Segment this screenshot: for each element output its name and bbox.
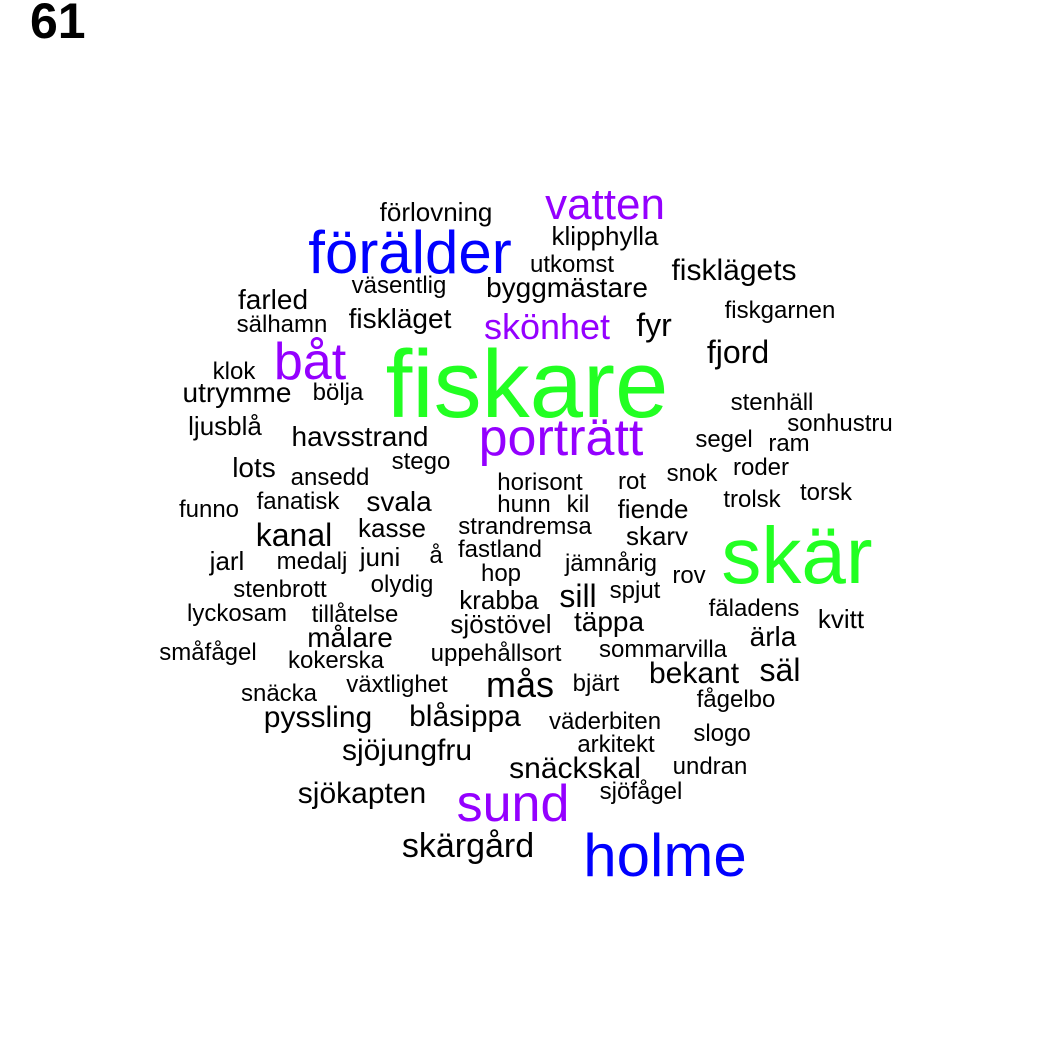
cloud-word: fiskare [385, 331, 669, 438]
cloud-word: fiende [617, 494, 689, 524]
cloud-word: sjöstövel [450, 609, 552, 639]
cloud-word: vatten [545, 180, 665, 229]
cloud-word: funno [178, 496, 240, 523]
cloud-word: kil [566, 491, 590, 518]
cloud-word: olydig [370, 571, 434, 598]
cloud-word: stego [391, 448, 451, 475]
cloud-word: kanal [255, 517, 333, 553]
cloud-word: kasse [358, 513, 426, 543]
cloud-word: roder [732, 454, 790, 481]
cloud-word: utrymme [182, 377, 292, 408]
cloud-word: klok [212, 358, 256, 385]
cloud-word: å [429, 542, 443, 569]
cloud-word: porträtt [478, 409, 644, 467]
cloud-word: klipphylla [551, 221, 659, 251]
cloud-word: medalj [276, 548, 348, 575]
cloud-word: sälhamn [236, 311, 328, 338]
cloud-word: förlovning [379, 197, 493, 227]
cloud-word: arkitekt [577, 731, 655, 758]
cloud-word: fågelbo [696, 686, 776, 713]
cloud-word: fjord [706, 334, 770, 370]
cloud-word: krabba [459, 585, 539, 615]
cloud-word: juni [359, 542, 401, 572]
cloud-word: täppa [573, 606, 645, 637]
cloud-word: väsentlig [351, 272, 447, 299]
cloud-word: rov [672, 562, 706, 589]
cloud-word: stenhäll [730, 389, 814, 416]
cloud-word: fisklägets [671, 254, 797, 287]
cloud-word: skärgård [401, 827, 535, 865]
cloud-word: tillåtelse [311, 601, 399, 628]
cloud-word: sjöjungfru [341, 734, 473, 767]
cloud-word: lyckosam [186, 600, 288, 627]
cloud-word: holme [583, 822, 747, 889]
cloud-word: rot [617, 468, 647, 495]
cloud-word: sonhustru [787, 410, 893, 437]
cloud-word: ärla [749, 621, 797, 652]
cloud-word: målare [307, 622, 393, 653]
cloud-word: skarv [625, 521, 689, 551]
cloud-word: säl [759, 652, 801, 688]
cloud-word: fiskgarnen [724, 297, 836, 324]
cloud-word: pyssling [263, 701, 373, 734]
cloud-word: småfågel [159, 639, 257, 666]
figure-label: 61 [30, 0, 86, 49]
cloud-word: fanatisk [256, 488, 340, 515]
cloud-word: havsstrand [291, 421, 429, 452]
cloud-word: skär [721, 511, 873, 600]
cloud-word: fäladens [708, 595, 800, 622]
cloud-word: snäcka [240, 680, 318, 707]
cloud-word: bölja [312, 379, 364, 406]
cloud-word: jarl [209, 546, 245, 576]
cloud-word: skönhet [483, 306, 611, 347]
cloud-word: uppehållsort [430, 640, 562, 667]
cloud-word: fyr [636, 307, 672, 343]
cloud-word: sjökapten [297, 777, 427, 810]
cloud-word: snäckskal [509, 752, 641, 785]
cloud-word: sjöfågel [599, 778, 683, 805]
cloud-word: svala [366, 486, 432, 517]
cloud-word: kvitt [817, 604, 865, 634]
cloud-word: ljusblå [188, 411, 262, 441]
cloud-word: hop [480, 560, 522, 587]
cloud-word: fastland [457, 536, 543, 563]
cloud-word: ram [768, 430, 810, 457]
cloud-word: slogo [693, 720, 751, 747]
cloud-word: fiskläget [348, 303, 452, 334]
cloud-word: jämnårig [564, 550, 658, 577]
cloud-word: farled [237, 284, 309, 315]
cloud-word: segel [695, 426, 753, 453]
cloud-word: lots [232, 452, 276, 483]
cloud-word: sund [456, 775, 570, 833]
cloud-word: kokerska [287, 647, 385, 674]
cloud-word: båt [273, 333, 347, 391]
cloud-word: mås [485, 664, 555, 705]
cloud-word: förälder [308, 219, 512, 286]
cloud-word: hunn [497, 491, 551, 518]
cloud-word: trolsk [723, 486, 781, 513]
cloud-word: ansedd [290, 464, 370, 491]
cloud-word: sommarvilla [598, 636, 728, 663]
cloud-word: växtlighet [346, 671, 448, 698]
cloud-word: strandremsa [458, 513, 592, 540]
cloud-word: blåsippa [409, 700, 521, 733]
cloud-word: stenbrott [233, 576, 327, 603]
cloud-word: bekant [648, 657, 740, 690]
cloud-word: snok [666, 460, 718, 487]
cloud-word: undran [672, 753, 748, 780]
cloud-word: sill [559, 578, 597, 614]
cloud-word: byggmästare [486, 272, 648, 303]
cloud-word: spjut [609, 577, 661, 604]
cloud-word: bjärt [572, 670, 620, 697]
cloud-word: horisont [497, 469, 583, 496]
cloud-word: väderbiten [548, 708, 662, 735]
cloud-word: utkomst [529, 251, 615, 278]
cloud-word: torsk [799, 479, 853, 506]
